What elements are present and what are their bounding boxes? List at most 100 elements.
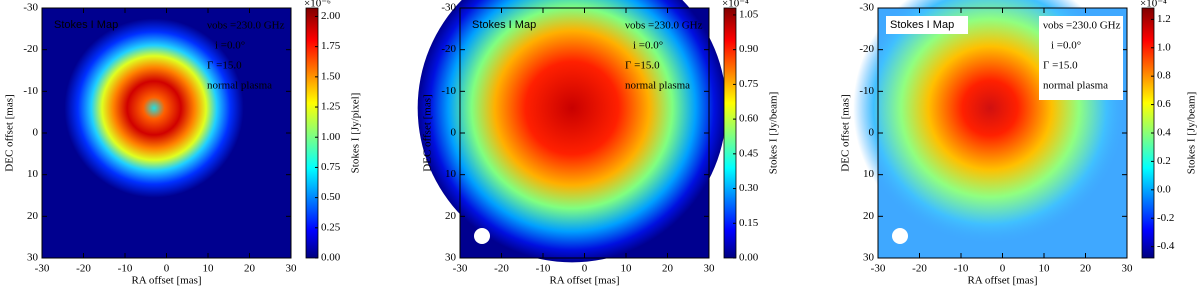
y-tick-label: -20	[441, 43, 456, 55]
y-tick-label: 10	[445, 168, 457, 180]
colorbar-tick-label: 0.90	[739, 43, 759, 55]
colorbar-tick-label: -0.2	[1157, 212, 1174, 224]
y-tick-label: -10	[441, 85, 456, 97]
y-tick-label: -20	[23, 43, 38, 55]
x-tick-label: -30	[35, 263, 50, 275]
x-tick-label: 20	[1080, 263, 1092, 275]
colorbar-tick-label: 0.00	[739, 252, 759, 264]
colorbar-multiplier: ×10⁻⁴	[722, 0, 749, 10]
y-tick-label: 30	[27, 252, 39, 264]
y-tick-label: 0	[451, 127, 457, 139]
x-tick-label: -20	[494, 263, 509, 275]
x-tick-label: -10	[954, 263, 969, 275]
colorbar-tick-label: 0.75	[739, 78, 759, 90]
x-tick-label: -20	[912, 263, 927, 275]
x-tick-label: -10	[536, 263, 551, 275]
y-tick-label: 30	[863, 252, 875, 264]
annotation: i =0.0°	[215, 40, 245, 52]
colorbar-tick-label: 0.75	[321, 161, 341, 173]
beam	[474, 228, 490, 244]
y-tick-label: -30	[859, 2, 874, 14]
beam	[892, 228, 908, 244]
y-tick-label: 0	[869, 127, 875, 139]
colorbar-tick-label: 0.60	[739, 113, 759, 125]
annotation: νobs =230.0 GHz	[625, 20, 703, 32]
x-tick-label: 10	[621, 263, 633, 275]
x-tick-label: 20	[662, 263, 674, 275]
y-tick-label: 0	[33, 127, 39, 139]
colorbar-tick-label: 0.15	[739, 217, 759, 229]
annotation: normal plasma	[207, 80, 272, 92]
colorbar-tick-label: 0.00	[321, 252, 341, 264]
x-tick-label: 30	[286, 263, 298, 275]
colorbar-tick-label: 1.2	[1157, 13, 1171, 25]
colorbar-tick-label: 0.8	[1157, 70, 1171, 82]
x-tick-label: -30	[871, 263, 886, 275]
annotation: i =0.0°	[1051, 40, 1081, 52]
y-axis-label: DEC offset [mas]	[840, 94, 852, 171]
colorbar-tick-label: 1.75	[321, 40, 341, 52]
colorbar-tick-label: 0.2	[1157, 155, 1171, 167]
y-tick-label: -30	[441, 2, 456, 14]
image-source	[64, 18, 244, 198]
x-tick-label: -20	[76, 263, 91, 275]
y-axis-label: DEC offset [mas]	[422, 94, 434, 171]
annotation: Γ =15.0	[207, 60, 242, 72]
colorbar-tick-label: 1.00	[321, 131, 341, 143]
colorbar-tick-label: 1.25	[321, 101, 341, 113]
y-tick-label: 10	[27, 168, 39, 180]
colorbar-tick-label: 1.0	[1157, 41, 1171, 53]
annotation: normal plasma	[1043, 80, 1108, 92]
y-tick-label: -30	[23, 2, 38, 14]
colorbar-tick-label: 1.05	[739, 8, 759, 20]
y-tick-label: 10	[863, 168, 875, 180]
x-tick-label: 0	[582, 263, 588, 275]
colorbar-tick-label: -0.4	[1157, 240, 1175, 252]
x-tick-label: 30	[1122, 263, 1134, 275]
colorbar-tick-label: 0.4	[1157, 127, 1171, 139]
colorbar-tick-label: 0.6	[1157, 98, 1171, 110]
colorbar-multiplier: ×10⁻⁶	[304, 0, 331, 10]
colorbar-multiplier: ×10⁻⁴	[1140, 0, 1167, 10]
y-axis-label: DEC offset [mas]	[4, 94, 16, 171]
title-box	[886, 16, 968, 34]
colorbar-tick-label: 2.00	[321, 10, 341, 22]
colorbar-tick-label: 0.50	[321, 191, 341, 203]
y-tick-label: -10	[23, 85, 38, 97]
y-tick-label: -20	[859, 43, 874, 55]
image-source	[417, 0, 727, 263]
x-axis-label: RA offset [mas]	[131, 275, 201, 287]
colorbar-label: Stokes I [Jy/beam]	[1186, 92, 1198, 174]
x-tick-label: 0	[164, 263, 170, 275]
colorbar-tick-label: 0.25	[321, 221, 341, 233]
y-tick-label: -10	[859, 85, 874, 97]
y-tick-label: 20	[863, 210, 875, 222]
colorbar	[723, 7, 737, 259]
x-axis-label: RA offset [mas]	[549, 275, 619, 287]
annotation: i =0.0°	[633, 40, 663, 52]
y-tick-label: 30	[445, 252, 457, 264]
annotation: Γ =15.0	[625, 60, 660, 72]
x-tick-label: 10	[203, 263, 215, 275]
annotation: νobs =230.0 GHz	[1043, 20, 1121, 32]
panel-title: Stokes I Map	[890, 19, 954, 31]
x-tick-label: 0	[1000, 263, 1006, 275]
x-axis-label: RA offset [mas]	[967, 275, 1037, 287]
colorbar-tick-label: 0.0	[1157, 183, 1171, 195]
x-tick-label: -10	[118, 263, 133, 275]
colorbar-label: Stokes I [Jy/pixel]	[350, 93, 362, 174]
colorbar-tick-label: 1.50	[321, 70, 341, 82]
colorbar-tick-label: 0.30	[739, 182, 759, 194]
x-tick-label: 10	[1039, 263, 1051, 275]
annotation: Γ =15.0	[1043, 60, 1078, 72]
colorbar-label: Stokes I [Jy/beam]	[768, 92, 780, 174]
y-tick-label: 20	[445, 210, 457, 222]
colorbar	[305, 7, 319, 259]
panel-title: Stokes I Map	[472, 19, 536, 31]
x-tick-label: -30	[453, 263, 468, 275]
annotation-box	[1039, 16, 1123, 100]
panel-title: Stokes I Map	[54, 19, 118, 31]
x-tick-label: 20	[244, 263, 256, 275]
x-tick-label: 30	[704, 263, 716, 275]
